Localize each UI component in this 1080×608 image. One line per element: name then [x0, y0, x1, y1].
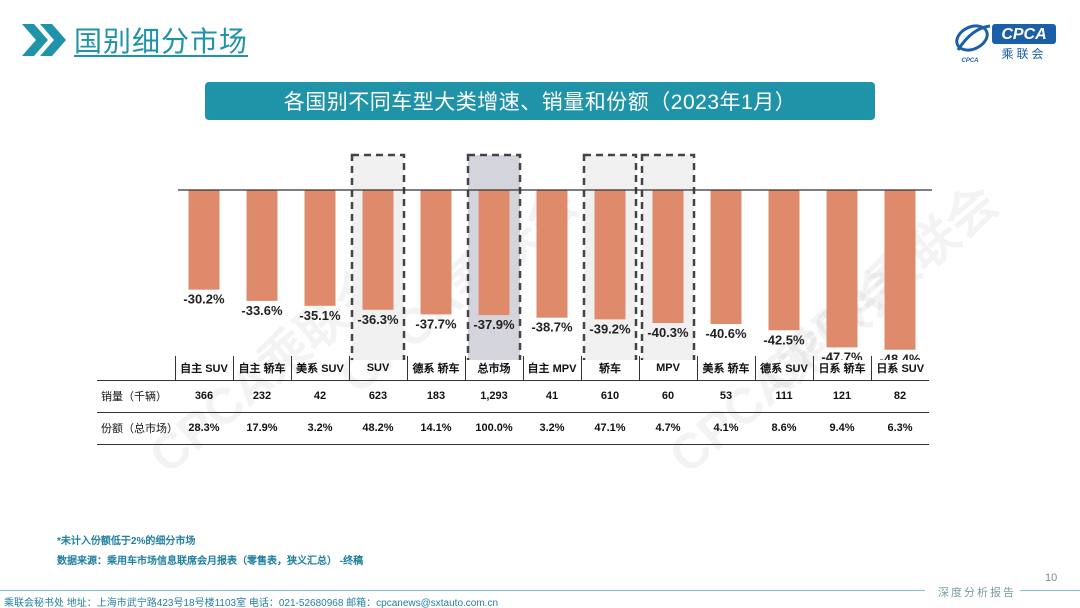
table-corner: [97, 356, 175, 381]
table-header-row: 自主 SUV 自主 轿车 美系 SUV SUV 德系 轿车 总市场 自主 MPV…: [97, 356, 929, 381]
page-title: 国别细分市场: [74, 26, 249, 57]
table-cell: 183: [407, 380, 465, 413]
footer-divider: [0, 590, 925, 591]
table-cell: 4.1%: [697, 412, 755, 445]
table-cell: 3.2%: [291, 412, 349, 445]
column-header: 总市场: [464, 356, 523, 381]
data-label: -39.2%: [589, 321, 631, 336]
table-cell: 610: [581, 380, 639, 413]
bar: [594, 190, 626, 320]
footer-contact: 乘联会秘书处 地址：上海市武宁路423号18号楼1103室 电话：021-526…: [4, 598, 499, 608]
header: 国别细分市场: [18, 18, 248, 62]
bar: [826, 190, 858, 348]
bar: [710, 190, 742, 324]
data-label: -33.6%: [241, 303, 283, 318]
data-label: -37.9%: [473, 317, 515, 332]
bar: [884, 190, 916, 350]
table-cell: 121: [813, 380, 871, 413]
bar: [536, 190, 568, 318]
bar: [478, 190, 510, 316]
bar: [188, 190, 220, 290]
table-row-sales: 销量（千辆） 366 232 42 623 183 1,293 41 610 6…: [97, 380, 929, 413]
column-header: SUV: [348, 356, 407, 381]
column-header: 轿车: [580, 356, 639, 381]
column-header: 美系 轿车: [696, 356, 755, 381]
column-header: 自主 MPV: [522, 356, 581, 381]
report-type: 深度分析报告: [938, 586, 1016, 599]
data-label: -36.3%: [357, 312, 399, 327]
table-cell: 17.9%: [233, 412, 291, 445]
table-cell: 6.3%: [871, 412, 929, 445]
page-number: 10: [1045, 572, 1058, 584]
column-header: 美系 SUV: [290, 356, 349, 381]
chart-title-banner: 各国别不同车型大类增速、销量和份额（2023年1月）: [205, 82, 875, 120]
table-cell: 14.1%: [407, 412, 465, 445]
logo-sub: CPCA: [961, 58, 978, 64]
data-label: -30.2%: [183, 292, 225, 307]
column-header: 自主 SUV: [174, 356, 233, 381]
table-cell: 232: [233, 380, 291, 413]
growth-bar-chart: -30.2% -33.6% -35.1% -36.3% -37.7% -37.9% -38.…: [178, 153, 932, 360]
table-cell: 60: [639, 380, 697, 413]
double-chevron-icon: [22, 24, 66, 56]
cpca-logo: CPCA 乘联会 CPCA: [950, 20, 1060, 64]
column-header: MPV: [638, 356, 697, 381]
table-cell: 1,293: [465, 380, 523, 413]
data-label: -47.7%: [821, 349, 863, 360]
row-label: 份额（总市场）: [97, 412, 178, 445]
table-cell: 41: [523, 380, 581, 413]
bar: [420, 190, 452, 315]
row-label: 销量（千辆）: [97, 380, 175, 413]
table-cell: 4.7%: [639, 412, 697, 445]
column-header: 日系 SUV: [870, 356, 929, 381]
table-cell: 42: [291, 380, 349, 413]
footnote: *未计入份额低于2%的细分市场: [57, 536, 196, 547]
footer-divider: [1020, 590, 1080, 591]
column-header: 自主 轿车: [232, 356, 291, 381]
table-cell: 623: [349, 380, 407, 413]
data-table: 自主 SUV 自主 轿车 美系 SUV SUV 德系 轿车 总市场 自主 MPV…: [97, 356, 929, 445]
table-cell: 47.1%: [581, 412, 639, 445]
bar: [246, 190, 278, 301]
table-cell: 9.4%: [813, 412, 871, 445]
data-source: 数据来源：乘用车市场信息联席会月报表（零售表，狭义汇总） -终稿: [57, 556, 364, 567]
highlight-box: [466, 153, 522, 360]
data-label: -38.7%: [531, 320, 573, 335]
bar: [768, 190, 800, 331]
bar: [362, 190, 394, 310]
data-label: -40.3%: [647, 325, 689, 340]
column-header: 德系 SUV: [754, 356, 813, 381]
table-cell: 28.3%: [175, 412, 233, 445]
column-header: 德系 轿车: [406, 356, 465, 381]
table-row-share: 份额（总市场） 28.3% 17.9% 3.2% 48.2% 14.1% 100…: [97, 412, 929, 445]
data-label: -35.1%: [299, 308, 341, 323]
data-label: -37.7%: [415, 316, 457, 331]
data-label: -48.4%: [879, 352, 921, 360]
bar: [652, 190, 684, 323]
table-cell: 111: [755, 380, 813, 413]
data-label: -40.6%: [705, 326, 747, 341]
table-cell: 100.0%: [465, 412, 523, 445]
bar: [304, 190, 336, 306]
table-cell: 366: [175, 380, 233, 413]
table-cell: 48.2%: [349, 412, 407, 445]
data-label: -42.5%: [763, 332, 805, 347]
logo-cn: 乘联会: [1001, 47, 1046, 61]
table-cell: 8.6%: [755, 412, 813, 445]
table-cell: 82: [871, 380, 929, 413]
table-cell: 3.2%: [523, 412, 581, 445]
logo-brand: CPCA: [1001, 26, 1046, 43]
table-cell: 53: [697, 380, 755, 413]
column-header: 日系 轿车: [812, 356, 871, 381]
